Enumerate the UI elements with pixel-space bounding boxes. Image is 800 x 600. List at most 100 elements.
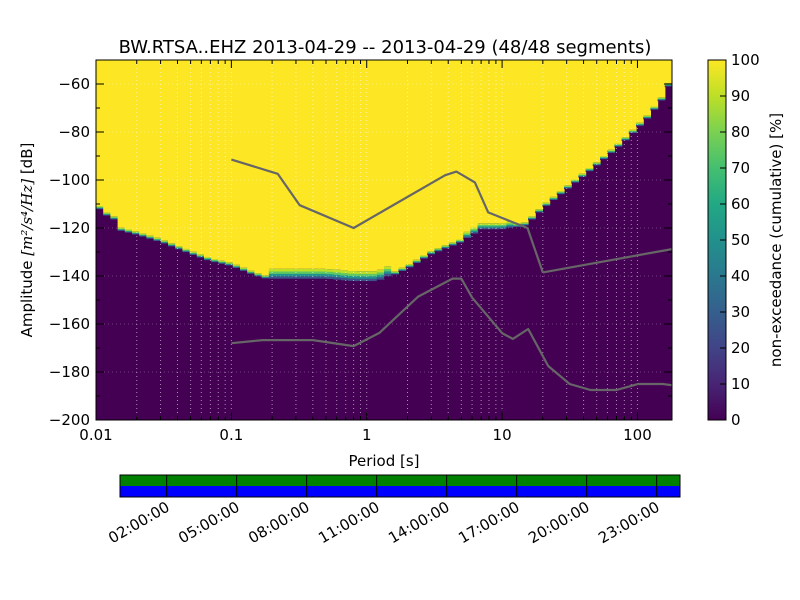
heatmap-cell-transition bbox=[420, 256, 428, 258]
heatmap-cell-transition bbox=[261, 277, 270, 279]
heatmap-cell-transition bbox=[196, 255, 205, 257]
heatmap-cell-transition bbox=[110, 216, 119, 218]
heatmap-cell-transition bbox=[607, 149, 615, 151]
heatmap-cell-transition bbox=[247, 270, 255, 272]
heatmap-cell-transition bbox=[168, 243, 176, 245]
heatmap-cell-transition bbox=[427, 252, 435, 254]
time-tick-label: 23:00:00 bbox=[595, 498, 662, 547]
heatmap-cell-transition bbox=[312, 278, 320, 282]
heatmap-cell-high bbox=[304, 60, 313, 269]
heatmap-cell-transition bbox=[650, 109, 659, 111]
heatmap-cell-transition bbox=[592, 165, 601, 167]
heatmap-cell-transition bbox=[412, 261, 421, 263]
heatmap-cell-transition bbox=[506, 227, 515, 230]
heatmap-cell-transition bbox=[168, 244, 176, 246]
heatmap-cell-transition bbox=[232, 267, 241, 269]
heatmap-cell-transition bbox=[484, 228, 493, 231]
heatmap-cell-transition bbox=[456, 239, 464, 241]
heatmap-cell-transition bbox=[513, 226, 522, 228]
heatmap-cell-transition bbox=[117, 227, 126, 229]
heatmap-cell-transition bbox=[571, 182, 579, 184]
heatmap-cell-transition bbox=[276, 271, 284, 274]
heatmap-cell-high bbox=[412, 60, 421, 260]
heatmap-cell-transition bbox=[355, 278, 363, 282]
y-axis-label-suffix: [dB] bbox=[18, 143, 36, 179]
heatmap-cell-transition bbox=[492, 224, 500, 227]
heatmap-cell-transition bbox=[232, 266, 241, 269]
segment-coverage: 02:00:00 05:00:00 08:00:00 11:00:00 14:00:00… bbox=[105, 474, 681, 547]
heatmap-cell-transition bbox=[110, 218, 119, 220]
heatmap-cell-transition bbox=[139, 234, 147, 236]
heatmap-cell-transition bbox=[520, 224, 529, 226]
heatmap-cell-transition bbox=[369, 273, 378, 277]
heatmap-cell-transition bbox=[355, 273, 363, 277]
heatmap-cell-transition bbox=[326, 269, 335, 272]
y-axis-label: Amplitude [m²/s⁴/Hz] [dB] bbox=[18, 143, 36, 338]
heatmap-cell-transition bbox=[254, 274, 263, 276]
heatmap-cell-transition bbox=[398, 270, 407, 272]
heatmap-cell-transition bbox=[470, 233, 479, 236]
heatmap-cell-transition bbox=[528, 217, 536, 219]
heatmap-cell-transition bbox=[124, 231, 133, 233]
heatmap-cell-transition bbox=[319, 278, 327, 282]
heatmap-cell-transition bbox=[268, 278, 277, 282]
heatmap-cell-transition bbox=[204, 259, 212, 261]
heatmap-cell-transition bbox=[513, 225, 522, 227]
colorbar-label: non-exceedance (cumulative) [%] bbox=[767, 113, 785, 367]
heatmap-cell-transition bbox=[240, 269, 248, 271]
heatmap-cell-transition bbox=[232, 266, 241, 268]
heatmap-cell-high bbox=[225, 60, 234, 263]
heatmap-cell-transition bbox=[384, 271, 392, 274]
heatmap-cell-transition bbox=[297, 271, 306, 274]
heatmap-cell-transition bbox=[362, 273, 371, 277]
heatmap-cell-transition bbox=[204, 259, 212, 261]
heatmap-cell-transition bbox=[225, 263, 234, 265]
heatmap-cell-high bbox=[578, 60, 587, 174]
chart-title: BW.RTSA..EHZ 2013-04-29 -- 2013-04-29 (4… bbox=[119, 37, 652, 58]
heatmap-cell-transition bbox=[168, 243, 176, 245]
heatmap-cell-transition bbox=[564, 188, 572, 190]
colorbar-tick-label: 20 bbox=[731, 339, 750, 357]
heatmap-cell-transition bbox=[240, 269, 248, 271]
heatmap-cell-transition bbox=[168, 245, 176, 247]
heatmap-cell-transition bbox=[499, 227, 507, 230]
heatmap-cell-high bbox=[448, 60, 457, 243]
heatmap-cell-transition bbox=[470, 230, 479, 233]
heatmap-cell-transition bbox=[600, 158, 608, 160]
heatmap-cell-transition bbox=[153, 240, 162, 242]
heatmap-cell-transition bbox=[578, 176, 587, 178]
heatmap-cell-transition bbox=[463, 231, 471, 234]
heatmap-cell-high bbox=[333, 60, 342, 270]
heatmap-cell-transition bbox=[189, 251, 198, 253]
heatmap-cell-transition bbox=[434, 248, 443, 250]
heatmap-cell-transition bbox=[153, 238, 162, 240]
heatmap-cell-transition bbox=[304, 268, 313, 272]
heatmap-cell-high bbox=[441, 60, 450, 246]
heatmap-cell-transition bbox=[628, 130, 637, 132]
time-tick-label: 14:00:00 bbox=[385, 498, 452, 547]
heatmap-cell-high bbox=[268, 60, 277, 269]
heatmap-cell-transition bbox=[326, 273, 335, 277]
coverage-bar-bottom bbox=[120, 486, 680, 497]
heatmap-cell-transition bbox=[420, 256, 428, 258]
heatmap-cell-transition bbox=[355, 271, 363, 274]
heatmap-cell-transition bbox=[549, 197, 558, 199]
heatmap-cell-transition bbox=[110, 217, 119, 219]
heatmap-cell-transition bbox=[348, 273, 356, 277]
heatmap-cell-transition bbox=[621, 140, 630, 142]
heatmap-cell-transition bbox=[614, 144, 623, 146]
heatmap-cell-transition bbox=[204, 258, 212, 260]
heatmap-cell-transition bbox=[506, 224, 515, 227]
heatmap-cell-transition bbox=[103, 212, 111, 214]
heatmap-cell-transition bbox=[312, 271, 320, 274]
heatmap-cell-transition bbox=[614, 146, 623, 148]
heatmap-cell-transition bbox=[456, 241, 464, 243]
y-axis-label-prefix: Amplitude bbox=[18, 256, 36, 338]
heatmap-cell-transition bbox=[448, 244, 457, 246]
colorbar-tick-label: 60 bbox=[731, 195, 750, 213]
heatmap-cell-transition bbox=[304, 278, 313, 282]
heatmap-cell-transition bbox=[448, 245, 457, 247]
heatmap-cell-transition bbox=[542, 204, 551, 206]
heatmap-cell-transition bbox=[384, 268, 392, 272]
heatmap-cell-transition bbox=[556, 191, 565, 193]
